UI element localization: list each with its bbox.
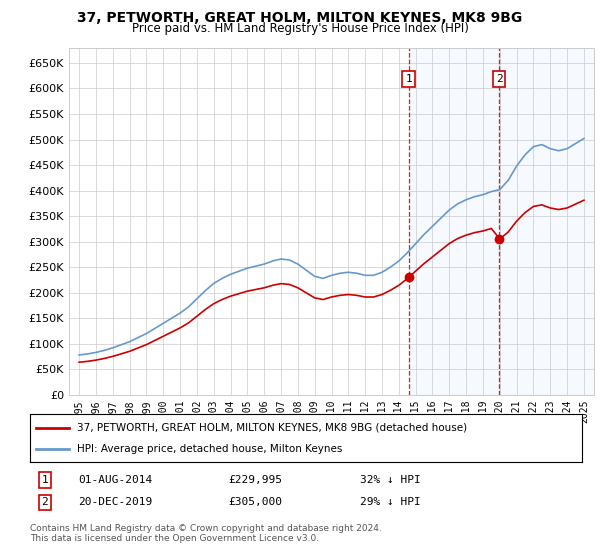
Text: Price paid vs. HM Land Registry's House Price Index (HPI): Price paid vs. HM Land Registry's House … [131, 22, 469, 35]
Text: 29% ↓ HPI: 29% ↓ HPI [360, 497, 421, 507]
Text: HPI: Average price, detached house, Milton Keynes: HPI: Average price, detached house, Milt… [77, 444, 342, 454]
Text: 01-AUG-2014: 01-AUG-2014 [78, 475, 152, 485]
Text: £229,995: £229,995 [228, 475, 282, 485]
Text: 20-DEC-2019: 20-DEC-2019 [78, 497, 152, 507]
Text: 37, PETWORTH, GREAT HOLM, MILTON KEYNES, MK8 9BG (detached house): 37, PETWORTH, GREAT HOLM, MILTON KEYNES,… [77, 423, 467, 433]
Text: 1: 1 [41, 475, 49, 485]
Bar [409, 48, 499, 395]
Text: 32% ↓ HPI: 32% ↓ HPI [360, 475, 421, 485]
Bar [499, 48, 600, 395]
Text: 1: 1 [405, 74, 412, 84]
Text: 2: 2 [496, 74, 503, 84]
Text: 37, PETWORTH, GREAT HOLM, MILTON KEYNES, MK8 9BG: 37, PETWORTH, GREAT HOLM, MILTON KEYNES,… [77, 11, 523, 25]
Text: Contains HM Land Registry data © Crown copyright and database right 2024.
This d: Contains HM Land Registry data © Crown c… [30, 524, 382, 543]
Text: 2: 2 [41, 497, 49, 507]
Text: £305,000: £305,000 [228, 497, 282, 507]
